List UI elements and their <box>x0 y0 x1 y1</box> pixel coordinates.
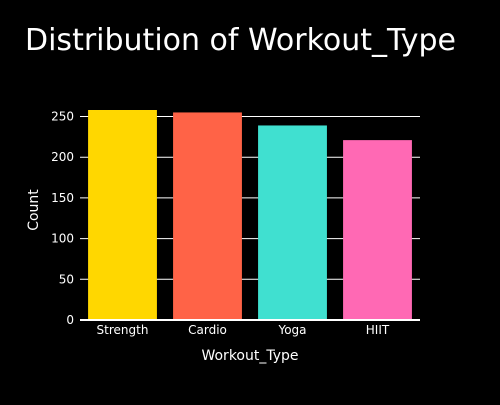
y-axis-ticks: 0 50 100 150 200 250 <box>51 110 74 327</box>
x-axis-ticks: Strength Cardio Yoga HIIT <box>97 323 390 337</box>
x-tick-label: Strength <box>97 323 149 337</box>
bars <box>88 110 412 320</box>
y-tick-label: 200 <box>51 150 74 164</box>
bar-cardio <box>173 112 242 320</box>
y-tick-label: 100 <box>51 232 74 246</box>
chart-title: Distribution of Workout_Type <box>25 23 456 58</box>
x-tick-label: Yoga <box>277 323 306 337</box>
y-tick-label: 250 <box>51 110 74 124</box>
bar-hiit <box>343 140 412 320</box>
y-tick-label: 150 <box>51 191 74 205</box>
y-tick-label: 50 <box>59 272 74 286</box>
y-axis-title: Count <box>26 189 42 231</box>
x-tick-label: Cardio <box>188 323 227 337</box>
y-tick-label: 0 <box>66 313 74 327</box>
bar-yoga <box>258 125 327 320</box>
bar-strength <box>88 110 157 320</box>
x-tick-label: HIIT <box>366 323 390 337</box>
x-axis-title: Workout_Type <box>201 348 298 364</box>
